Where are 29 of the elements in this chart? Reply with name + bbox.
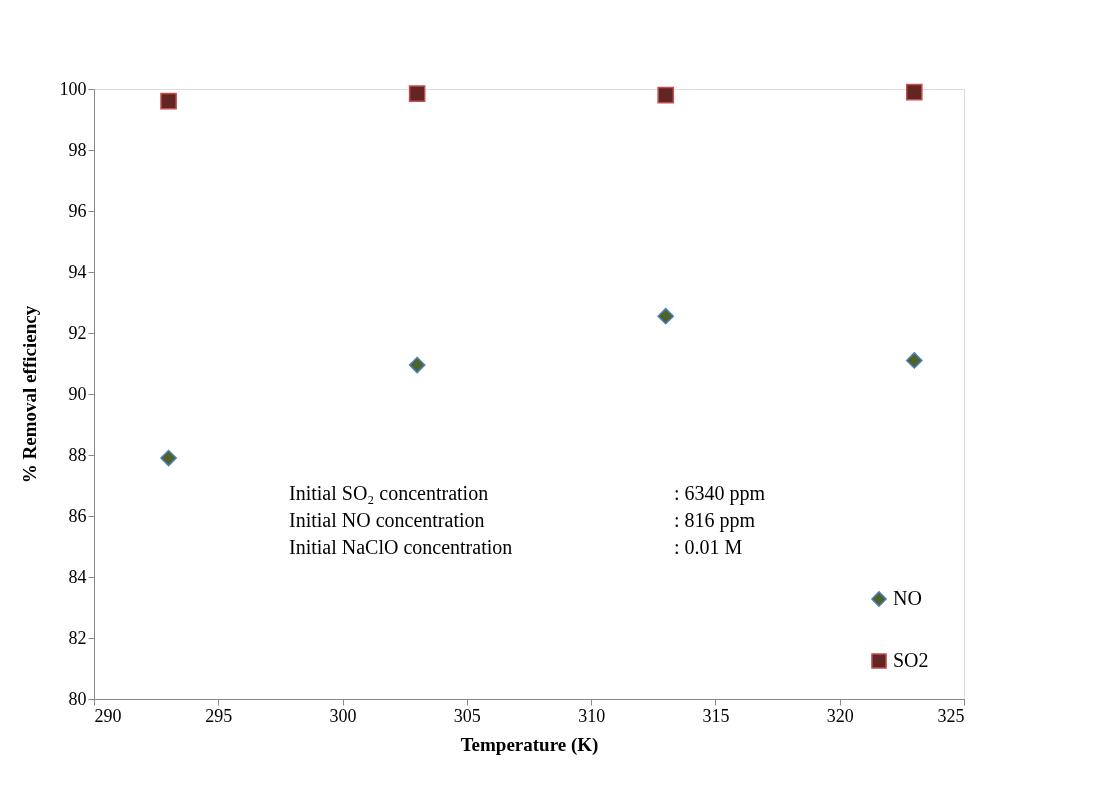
x-tick-label: 325: [937, 705, 965, 726]
legend-label: SO2: [893, 649, 929, 671]
y-tick-label: 86: [68, 505, 87, 526]
annotation: : 0.01 M: [674, 536, 743, 558]
annotation: Initial SO₂ concentration: [289, 482, 489, 504]
annotation: Initial NaClO concentration: [289, 536, 513, 558]
y-tick-label: 82: [68, 627, 87, 648]
x-tick-label: 295: [205, 705, 233, 726]
y-tick-label: 88: [68, 444, 87, 465]
x-tick-label: 315: [702, 705, 730, 726]
y-tick-label: 94: [68, 261, 87, 282]
y-tick-label: 80: [68, 688, 87, 709]
annotation: Initial NO concentration: [289, 509, 485, 531]
y-tick-label: 92: [68, 322, 87, 343]
y-tick-label: 100: [59, 78, 87, 99]
y-tick-label: 98: [68, 139, 87, 160]
x-tick-label: 320: [826, 705, 854, 726]
annotation: : 6340 ppm: [674, 482, 766, 505]
x-tick-label: 305: [453, 705, 481, 726]
x-tick-label: 290: [94, 705, 122, 726]
x-tick-label: 300: [329, 705, 357, 726]
legend-label: NO: [893, 587, 922, 609]
y-tick-label: 90: [68, 383, 87, 404]
y-tick-label: 96: [68, 200, 87, 221]
x-axis-title: Temperature (K): [460, 733, 599, 756]
x-tick-label: 310: [578, 705, 606, 726]
y-axis-title: % Removal efficiency: [18, 305, 40, 484]
annotation: : 816 ppm: [674, 509, 756, 532]
y-tick-label: 84: [68, 566, 87, 587]
